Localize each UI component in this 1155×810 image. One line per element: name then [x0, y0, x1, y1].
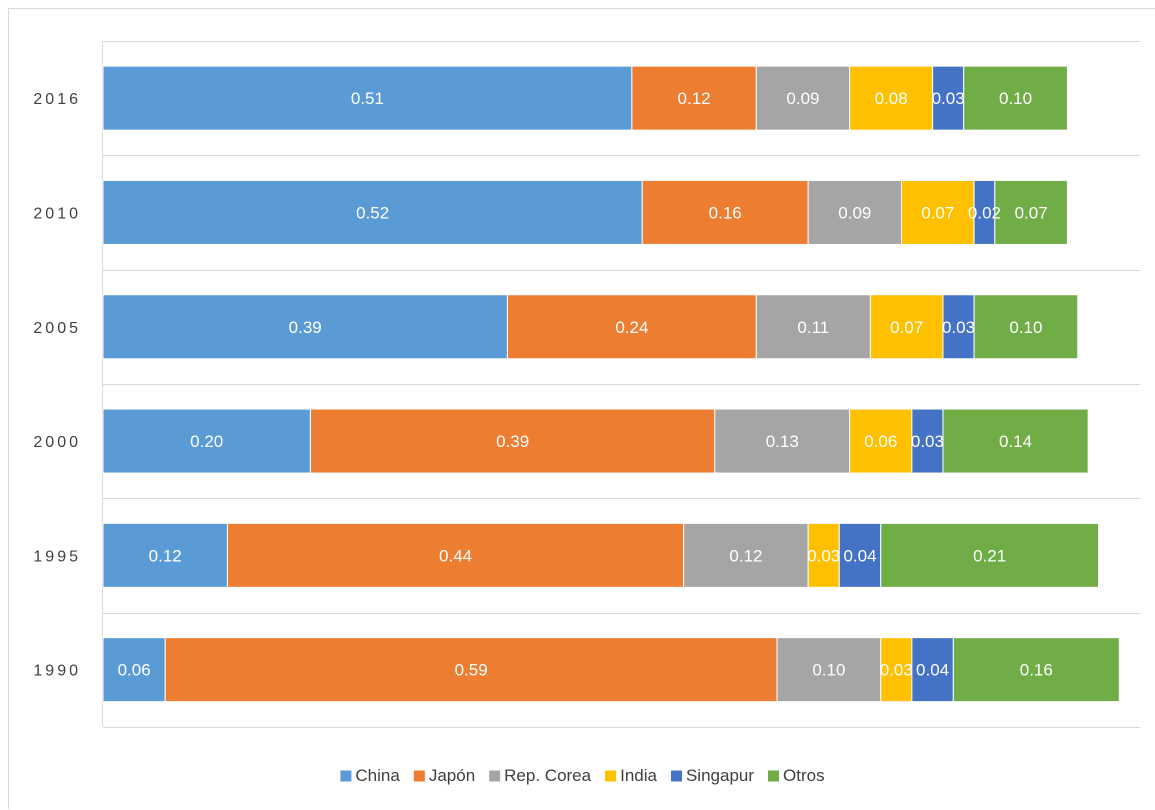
- data-label: 0.44: [439, 546, 472, 565]
- data-label: 0.14: [999, 432, 1032, 451]
- data-label: 0.02: [968, 203, 1001, 222]
- data-label: 0.09: [786, 89, 819, 108]
- bar-segment: [309, 408, 716, 474]
- bar-segment: [807, 522, 840, 588]
- y-axis: 2016 2010 2005 2000 1995 1990: [33, 91, 81, 680]
- data-label: 0.16: [709, 203, 742, 222]
- legend-swatch: [489, 770, 501, 782]
- data-label: 0.10: [999, 89, 1032, 108]
- legend-item: India: [605, 766, 658, 785]
- bar-segment: [683, 522, 809, 588]
- legend-item: Rep. Corea: [489, 766, 592, 785]
- data-labels: 0.51 0.12 0.09 0.08 0.03 0.10 0.52 0.16 0.09 0.07…: [118, 89, 1053, 680]
- legend-label: Singapur: [686, 766, 754, 785]
- bar-segment: [994, 179, 1068, 245]
- y-tick-label: 2010: [33, 205, 81, 222]
- data-label: 0.03: [932, 89, 965, 108]
- data-label: 0.10: [1009, 318, 1042, 337]
- bar-segment: [942, 294, 975, 360]
- chart-frame: 0.51 0.12 0.09 0.08 0.03 0.10 0.52 0.16 0.09 0.07…: [8, 8, 1155, 809]
- legend-label: China: [355, 766, 400, 785]
- bar-segment: [849, 408, 913, 474]
- legend-swatch: [768, 770, 780, 782]
- legend-item: China: [340, 766, 400, 785]
- data-label: 0.39: [496, 432, 529, 451]
- data-label: 0.06: [864, 432, 897, 451]
- bar-segment: [952, 637, 1120, 703]
- legend-item: Singapur: [670, 766, 754, 785]
- data-label: 0.07: [890, 318, 923, 337]
- data-label: 0.39: [289, 318, 322, 337]
- data-label: 0.08: [875, 89, 908, 108]
- bar-segment: [226, 522, 685, 588]
- data-label: 0.12: [149, 546, 182, 565]
- data-label: 0.03: [807, 546, 840, 565]
- bars: [102, 65, 1120, 703]
- data-label: 0.24: [615, 318, 648, 337]
- data-label: 0.07: [1015, 203, 1048, 222]
- data-label: 0.03: [911, 432, 944, 451]
- grid-lines: [102, 41, 1140, 728]
- bar-segment: [807, 179, 902, 245]
- data-label: 0.03: [880, 661, 913, 680]
- legend-label: Otros: [783, 766, 825, 785]
- bar-segment: [973, 294, 1079, 360]
- bar-segment: [102, 637, 166, 703]
- legend-label: Rep. Corea: [504, 766, 591, 785]
- data-label: 0.21: [973, 546, 1006, 565]
- y-tick-label: 2016: [33, 91, 81, 108]
- bar-segment: [164, 637, 778, 703]
- bar-segment: [963, 65, 1068, 131]
- legend-item: Otros: [768, 766, 825, 785]
- legend-item: Japón: [413, 766, 475, 785]
- bar-segment: [631, 65, 757, 131]
- data-label: 0.16: [1020, 661, 1053, 680]
- legend-swatch: [413, 770, 425, 782]
- bar-segment: [641, 179, 809, 245]
- data-label: 0.04: [843, 546, 876, 565]
- data-label: 0.04: [916, 661, 949, 680]
- data-label: 0.07: [921, 203, 954, 222]
- bar-segment: [942, 408, 1089, 474]
- data-label: 0.06: [118, 661, 151, 680]
- bar-segment: [506, 294, 757, 360]
- data-label: 0.03: [942, 318, 975, 337]
- y-tick-label: 1990: [33, 663, 81, 680]
- data-label: 0.13: [766, 432, 799, 451]
- y-tick-label: 1995: [33, 548, 81, 565]
- data-label: 0.20: [190, 432, 223, 451]
- legend-label: Japón: [429, 766, 475, 785]
- y-tick-label: 2005: [33, 320, 81, 337]
- bar-segment: [869, 294, 944, 360]
- bar-segment: [880, 522, 1100, 588]
- data-label: 0.59: [455, 661, 488, 680]
- legend: China Japón Rep. Corea India Singapur Otros: [340, 766, 825, 785]
- legend-swatch: [605, 770, 617, 782]
- data-label: 0.12: [678, 89, 711, 108]
- legend-swatch: [670, 770, 682, 782]
- bar-segment: [102, 179, 643, 245]
- bar-segment: [714, 408, 851, 474]
- bar-segment: [755, 294, 871, 360]
- y-tick-label: 2000: [33, 434, 81, 451]
- bar-segment: [102, 522, 228, 588]
- data-label: 0.10: [812, 661, 845, 680]
- bar-segment: [102, 408, 311, 474]
- data-label: 0.11: [797, 318, 829, 337]
- data-label: 0.09: [838, 203, 871, 222]
- data-label: 0.12: [729, 546, 762, 565]
- bar-segment: [911, 408, 944, 474]
- bar-segment: [911, 637, 954, 703]
- bar-segment: [776, 637, 882, 703]
- legend-label: India: [620, 766, 657, 785]
- data-label: 0.51: [351, 89, 384, 108]
- legend-swatch: [340, 770, 352, 782]
- data-label: 0.52: [356, 203, 389, 222]
- bar-segment: [102, 65, 633, 131]
- bar-segment: [102, 294, 508, 360]
- stacked-bar-chart: 0.51 0.12 0.09 0.08 0.03 0.10 0.52 0.16 0.09 0.07…: [33, 41, 1140, 785]
